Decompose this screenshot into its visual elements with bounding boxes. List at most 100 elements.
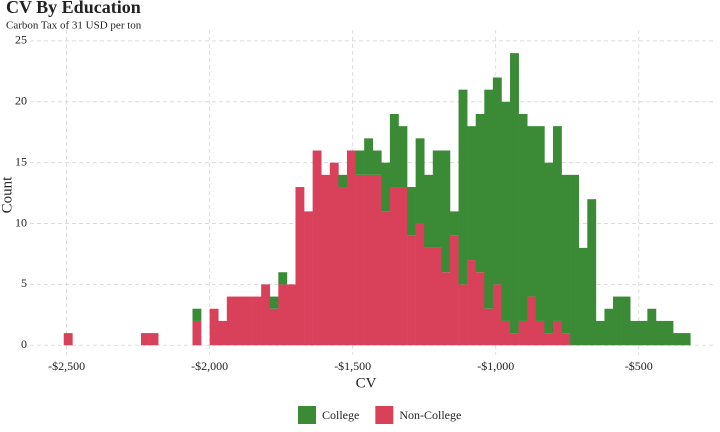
y-tick-label: 25 <box>15 33 27 47</box>
bar <box>243 296 253 346</box>
bar <box>561 333 571 346</box>
bar <box>269 296 279 309</box>
bar <box>467 260 477 346</box>
bar <box>484 89 494 309</box>
bar <box>398 187 408 346</box>
legend-swatch <box>298 406 316 424</box>
bar <box>552 126 562 321</box>
bar <box>218 320 228 346</box>
bar <box>432 150 442 248</box>
bar <box>338 174 348 188</box>
bar <box>312 150 322 346</box>
bar <box>304 211 313 346</box>
bar <box>510 53 519 334</box>
bar <box>295 187 305 346</box>
bar <box>381 162 391 212</box>
x-tick-label: -$2,000 <box>191 359 228 373</box>
bar <box>441 150 451 273</box>
bar <box>338 187 348 346</box>
bar <box>544 162 554 334</box>
bar <box>432 247 442 346</box>
bar <box>252 296 262 346</box>
bar <box>269 308 279 346</box>
y-tick-label: 10 <box>15 215 27 229</box>
bar <box>518 113 528 321</box>
legend-label: College <box>322 408 359 422</box>
y-tick-label: 0 <box>21 337 27 351</box>
bar <box>355 150 365 175</box>
bar <box>501 320 511 346</box>
bar <box>681 333 691 346</box>
bar <box>475 272 485 346</box>
bar <box>407 187 416 236</box>
bar <box>372 150 382 175</box>
bar <box>664 320 674 346</box>
x-tick-label: -$2,500 <box>48 359 85 373</box>
bar <box>63 333 73 346</box>
bar <box>192 308 202 321</box>
bar <box>364 138 374 175</box>
y-tick-label: 5 <box>21 276 27 290</box>
bar <box>595 320 605 346</box>
bar <box>458 89 468 285</box>
bar <box>415 138 425 224</box>
y-tick-label: 20 <box>15 94 27 108</box>
x-axis-label: CV <box>356 375 377 391</box>
legend-swatch <box>375 406 394 424</box>
bar <box>570 174 580 346</box>
bar <box>647 308 657 346</box>
bar <box>510 333 519 346</box>
x-tick-label: -$500 <box>625 359 653 373</box>
y-axis-label: Count <box>0 176 15 214</box>
bar <box>389 113 399 188</box>
bar <box>441 272 451 346</box>
bar <box>372 174 382 346</box>
chart-title: CV By Education <box>6 0 141 17</box>
bar <box>458 284 468 346</box>
bar <box>449 211 459 236</box>
bar <box>613 296 622 346</box>
x-tick-label: -$1,500 <box>334 359 371 373</box>
x-tick-label: -$1,000 <box>477 359 514 373</box>
bar <box>501 101 511 321</box>
bar <box>355 174 365 346</box>
bar <box>398 126 408 188</box>
bar <box>149 333 159 346</box>
bar <box>449 235 459 346</box>
bar <box>492 284 502 346</box>
legend-label: Non-College <box>399 408 461 422</box>
bar <box>630 320 640 346</box>
bar <box>535 320 545 346</box>
bar <box>527 126 537 297</box>
bar <box>561 174 571 334</box>
bar <box>346 150 356 346</box>
bar <box>638 320 648 346</box>
bar <box>484 308 494 346</box>
bar <box>544 333 554 346</box>
bar <box>286 284 296 346</box>
y-tick-label: 15 <box>15 154 27 168</box>
bar <box>261 284 271 346</box>
bar <box>621 296 631 346</box>
bar <box>192 320 202 346</box>
bar <box>381 211 391 346</box>
bar <box>415 223 425 346</box>
bar <box>140 333 150 346</box>
bar <box>389 187 399 346</box>
bar <box>407 235 416 346</box>
bar <box>655 320 665 346</box>
bar <box>492 77 502 285</box>
bar <box>552 320 562 346</box>
bar <box>329 162 339 346</box>
bar <box>278 272 288 285</box>
bar <box>475 113 485 273</box>
bar <box>424 174 434 248</box>
bar <box>364 174 374 346</box>
bar <box>278 284 288 346</box>
bar <box>209 308 219 346</box>
bar <box>604 308 614 346</box>
bar <box>518 320 528 346</box>
bar <box>578 247 588 346</box>
bar <box>321 174 331 346</box>
